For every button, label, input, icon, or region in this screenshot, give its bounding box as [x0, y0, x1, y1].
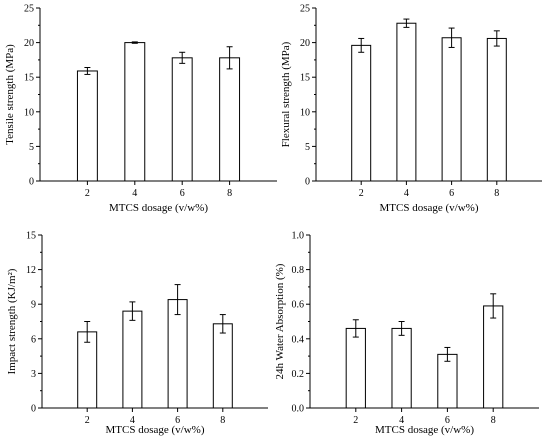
- y-tick-label: 0: [29, 177, 34, 188]
- x-tick-label: 2: [85, 188, 90, 199]
- bar: [351, 44, 372, 182]
- x-tick-label: 6: [180, 188, 185, 199]
- bar: [124, 42, 146, 182]
- bar: [77, 331, 98, 409]
- x-tick-label: 2: [85, 415, 90, 426]
- bar: [76, 70, 98, 182]
- x-tick-label: 4: [132, 188, 137, 199]
- y-tick-label: 3: [31, 369, 36, 380]
- x-tick-label: 8: [227, 188, 232, 199]
- bar: [391, 327, 412, 409]
- y-tick-label: 0: [305, 177, 310, 188]
- y-tick-label: 1.0: [292, 231, 305, 242]
- y-tick-label: 20: [24, 38, 34, 49]
- x-axis-label: MTCS dosage (v/w%): [106, 424, 205, 436]
- y-tick-label: 0: [31, 404, 36, 415]
- x-tick-label: 2: [359, 188, 364, 199]
- x-tick-label: 6: [445, 415, 450, 426]
- y-axis-label: Impact strength (KJ/m²): [6, 268, 18, 374]
- x-axis-label: MTCS dosage (v/w%): [109, 202, 208, 214]
- bar: [122, 310, 143, 409]
- x-tick-label: 6: [175, 415, 180, 426]
- y-tick-label: 0.4: [292, 334, 305, 345]
- bar: [345, 327, 366, 409]
- y-tick-label: 9: [31, 300, 36, 311]
- y-tick-label: 20: [300, 38, 310, 49]
- y-tick-label: 15: [300, 73, 310, 84]
- y-tick-label: 5: [29, 142, 34, 153]
- x-tick-label: 8: [220, 415, 225, 426]
- y-tick-label: 15: [24, 73, 34, 84]
- y-tick-label: 10: [24, 107, 34, 118]
- y-tick-label: 0.0: [292, 404, 305, 415]
- y-tick-label: 0.6: [292, 300, 305, 311]
- y-tick-label: 15: [26, 231, 36, 242]
- x-axis-label: MTCS dosage (v/w%): [380, 202, 479, 214]
- x-tick-label: 8: [491, 415, 496, 426]
- bar: [483, 305, 504, 409]
- x-axis-label: MTCS dosage (v/w%): [375, 424, 474, 436]
- x-tick-label: 8: [494, 188, 499, 199]
- y-axis-label: Flexural strength (MPa): [280, 41, 292, 147]
- x-tick-label: 4: [399, 415, 404, 426]
- y-axis-label: Tensile strength (MPa): [4, 44, 16, 145]
- x-tick-label: 6: [449, 188, 454, 199]
- bar: [212, 323, 233, 409]
- x-tick-label: 2: [353, 415, 358, 426]
- y-tick-label: 0.8: [292, 265, 305, 276]
- bar: [167, 299, 188, 409]
- bar: [219, 57, 241, 182]
- y-tick-label: 25: [300, 4, 310, 15]
- y-tick-label: 0.2: [292, 369, 305, 380]
- bar: [396, 22, 417, 182]
- y-tick-label: 12: [26, 265, 36, 276]
- bar: [441, 37, 462, 182]
- y-axis-label: 24h Water Absorption (%): [274, 263, 286, 379]
- bar: [486, 37, 507, 182]
- y-tick-label: 25: [24, 4, 34, 15]
- x-tick-label: 4: [404, 188, 409, 199]
- y-tick-label: 5: [305, 142, 310, 153]
- x-tick-label: 4: [130, 415, 135, 426]
- y-tick-label: 10: [300, 107, 310, 118]
- bar: [437, 353, 458, 409]
- y-tick-label: 6: [31, 334, 36, 345]
- bar: [171, 57, 193, 182]
